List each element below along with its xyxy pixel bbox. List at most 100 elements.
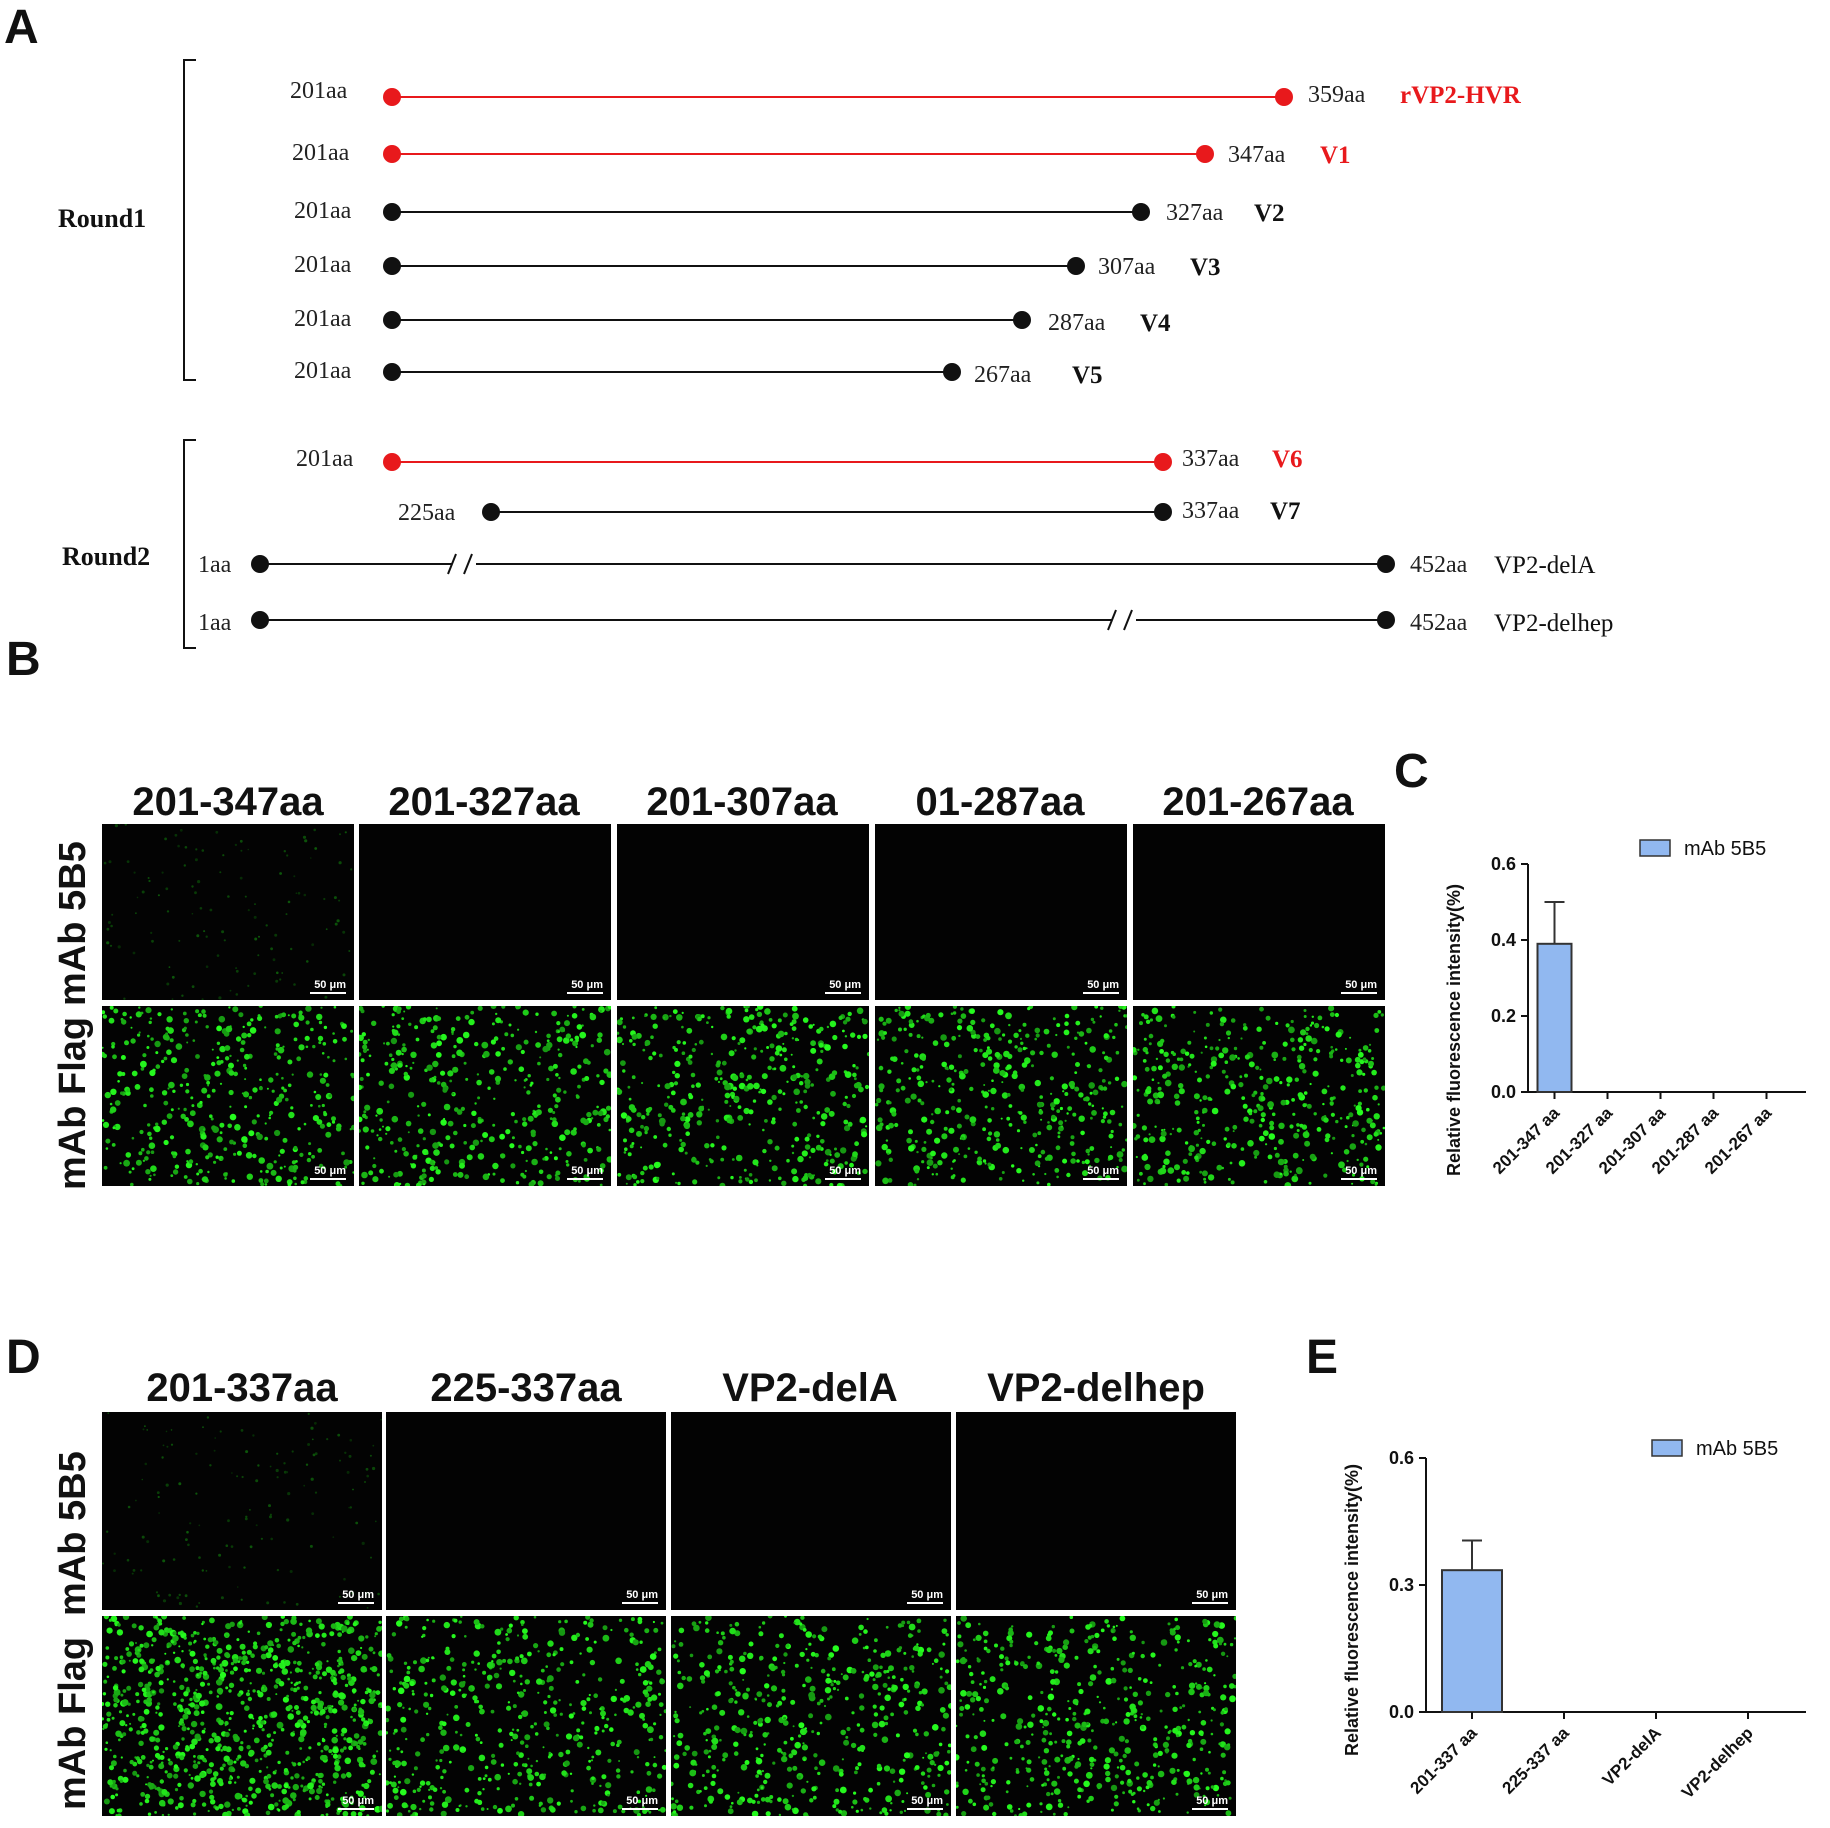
construct-start-dot xyxy=(251,555,269,573)
scale-bar-label: 50 μm xyxy=(911,1795,943,1807)
scale-bar-label: 50 μm xyxy=(1087,979,1119,991)
panel-label-c: C xyxy=(1394,745,1429,798)
construct-end-label: 307aa xyxy=(1098,254,1156,280)
construct-start-label: 201aa xyxy=(294,252,352,278)
construct-diagram xyxy=(183,59,1395,649)
bar xyxy=(1441,1569,1503,1713)
y-tick-label: 0.6 xyxy=(1491,854,1516,874)
construct-start-label: 201aa xyxy=(290,78,348,104)
construct-lines xyxy=(251,88,1395,631)
row-label: mAb Flag xyxy=(52,1636,94,1810)
y-axis-label: Relative fluorescence intensity(%) xyxy=(1444,884,1464,1176)
scale-bar-label: 50 μm xyxy=(1087,1165,1119,1177)
micrograph-image: 50 μm xyxy=(102,824,354,1000)
construct-name: V2 xyxy=(1254,200,1285,227)
micrograph-image: 50 μm xyxy=(102,1006,354,1186)
scale-bar-label: 50 μm xyxy=(626,1795,658,1807)
construct-name: VP2-delhep xyxy=(1494,610,1614,637)
break-mark xyxy=(1107,609,1117,631)
scale-bar-label: 50 μm xyxy=(829,1165,861,1177)
scale-bar-label: 50 μm xyxy=(829,979,861,991)
micrograph-image: 50 μm xyxy=(956,1412,1236,1610)
construct-start-dot xyxy=(383,257,401,275)
column-label: 201-267aa xyxy=(1162,780,1354,824)
row-label: mAb Flag xyxy=(52,1016,94,1190)
construct-name: V7 xyxy=(1270,498,1301,525)
y-tick-label: 0.3 xyxy=(1389,1575,1414,1595)
scale-bar-label: 50 μm xyxy=(342,1795,374,1807)
scale-bar xyxy=(310,1178,346,1180)
micrograph-image: 50 μm xyxy=(956,1616,1236,1816)
micrograph-image: 50 μm xyxy=(102,1616,382,1816)
construct-start-label: 225aa xyxy=(398,500,456,526)
row-label: mAb 5B5 xyxy=(52,1451,94,1616)
y-axis-label: Relative fluorescence intensity(%) xyxy=(1342,1464,1362,1756)
construct-name: VP2-delA xyxy=(1494,552,1596,579)
construct-end-label: 452aa xyxy=(1410,552,1468,578)
scale-bar-label: 50 μm xyxy=(1196,1795,1228,1807)
construct-end-dot xyxy=(1154,453,1172,471)
column-label: 201-307aa xyxy=(646,780,838,824)
micrograph-image: 50 μm xyxy=(1133,1006,1385,1186)
scale-bar xyxy=(1083,1178,1119,1180)
micrograph-image: 50 μm xyxy=(386,1412,666,1610)
construct-end-label: 359aa xyxy=(1308,82,1366,108)
construct-start-dot xyxy=(482,503,500,521)
construct-end-dot xyxy=(1196,145,1214,163)
scale-bar xyxy=(622,1602,658,1604)
break-mark xyxy=(1123,609,1133,631)
y-tick-label: 0.0 xyxy=(1389,1702,1414,1722)
round1-bracket xyxy=(183,59,196,381)
scale-bar-label: 50 μm xyxy=(1345,979,1377,991)
bar xyxy=(1536,942,1573,1093)
break-mark xyxy=(463,553,473,575)
construct-start-dot xyxy=(251,611,269,629)
micrograph-image: 50 μm xyxy=(359,824,611,1000)
construct-start-dot xyxy=(383,203,401,221)
column-label: 01-287aa xyxy=(915,780,1085,824)
y-tick-label: 0.2 xyxy=(1491,1006,1516,1026)
round1-label: Round1 xyxy=(58,204,147,233)
micrograph-image: 50 μm xyxy=(671,1412,951,1610)
scale-bar xyxy=(1192,1808,1228,1810)
scale-bar xyxy=(907,1602,943,1604)
x-tick-label: VP2-delhep xyxy=(1678,1723,1757,1802)
panel-label-b: B xyxy=(6,633,41,686)
micrograph-image: 50 μm xyxy=(386,1616,666,1816)
scale-bar-label: 50 μm xyxy=(314,1165,346,1177)
construct-start-label: 201aa xyxy=(294,306,352,332)
construct-name: V3 xyxy=(1190,254,1221,281)
scale-bar xyxy=(338,1602,374,1604)
scale-bar xyxy=(825,992,861,994)
micrograph-image: 50 μm xyxy=(1133,824,1385,1000)
scale-bar xyxy=(567,1178,603,1180)
micrograph-image: 50 μm xyxy=(102,1412,382,1610)
construct-end-label: 452aa xyxy=(1410,610,1468,636)
construct-name: V6 xyxy=(1272,446,1303,473)
round2-label: Round2 xyxy=(62,542,151,571)
construct-end-dot xyxy=(1377,611,1395,629)
x-tick-label: VP2-delA xyxy=(1599,1723,1665,1789)
legend-swatch xyxy=(1639,839,1671,857)
scale-bar-label: 50 μm xyxy=(342,1589,374,1601)
scale-bar xyxy=(310,992,346,994)
construct-start-dot xyxy=(383,145,401,163)
y-tick-label: 0.0 xyxy=(1491,1082,1516,1102)
micrograph-image: 50 μm xyxy=(875,1006,1127,1186)
round2-bracket xyxy=(183,439,196,649)
x-tick-label: 201-337 aa xyxy=(1407,1723,1482,1798)
x-tick-label: 225-337 aa xyxy=(1499,1723,1574,1798)
column-label: 225-337aa xyxy=(430,1366,622,1410)
micrograph-image: 50 μm xyxy=(359,1006,611,1186)
construct-start-dot xyxy=(383,88,401,106)
scale-bar-label: 50 μm xyxy=(571,979,603,991)
scale-bar xyxy=(1192,1602,1228,1604)
scale-bar-label: 50 μm xyxy=(1345,1165,1377,1177)
construct-end-label: 347aa xyxy=(1228,142,1286,168)
construct-start-dot xyxy=(383,311,401,329)
scale-bar xyxy=(1083,992,1119,994)
column-label: 201-327aa xyxy=(388,780,580,824)
legend-label: mAb 5B5 xyxy=(1696,1438,1778,1460)
legend-swatch xyxy=(1651,1439,1683,1457)
scale-bar xyxy=(1341,1178,1377,1180)
